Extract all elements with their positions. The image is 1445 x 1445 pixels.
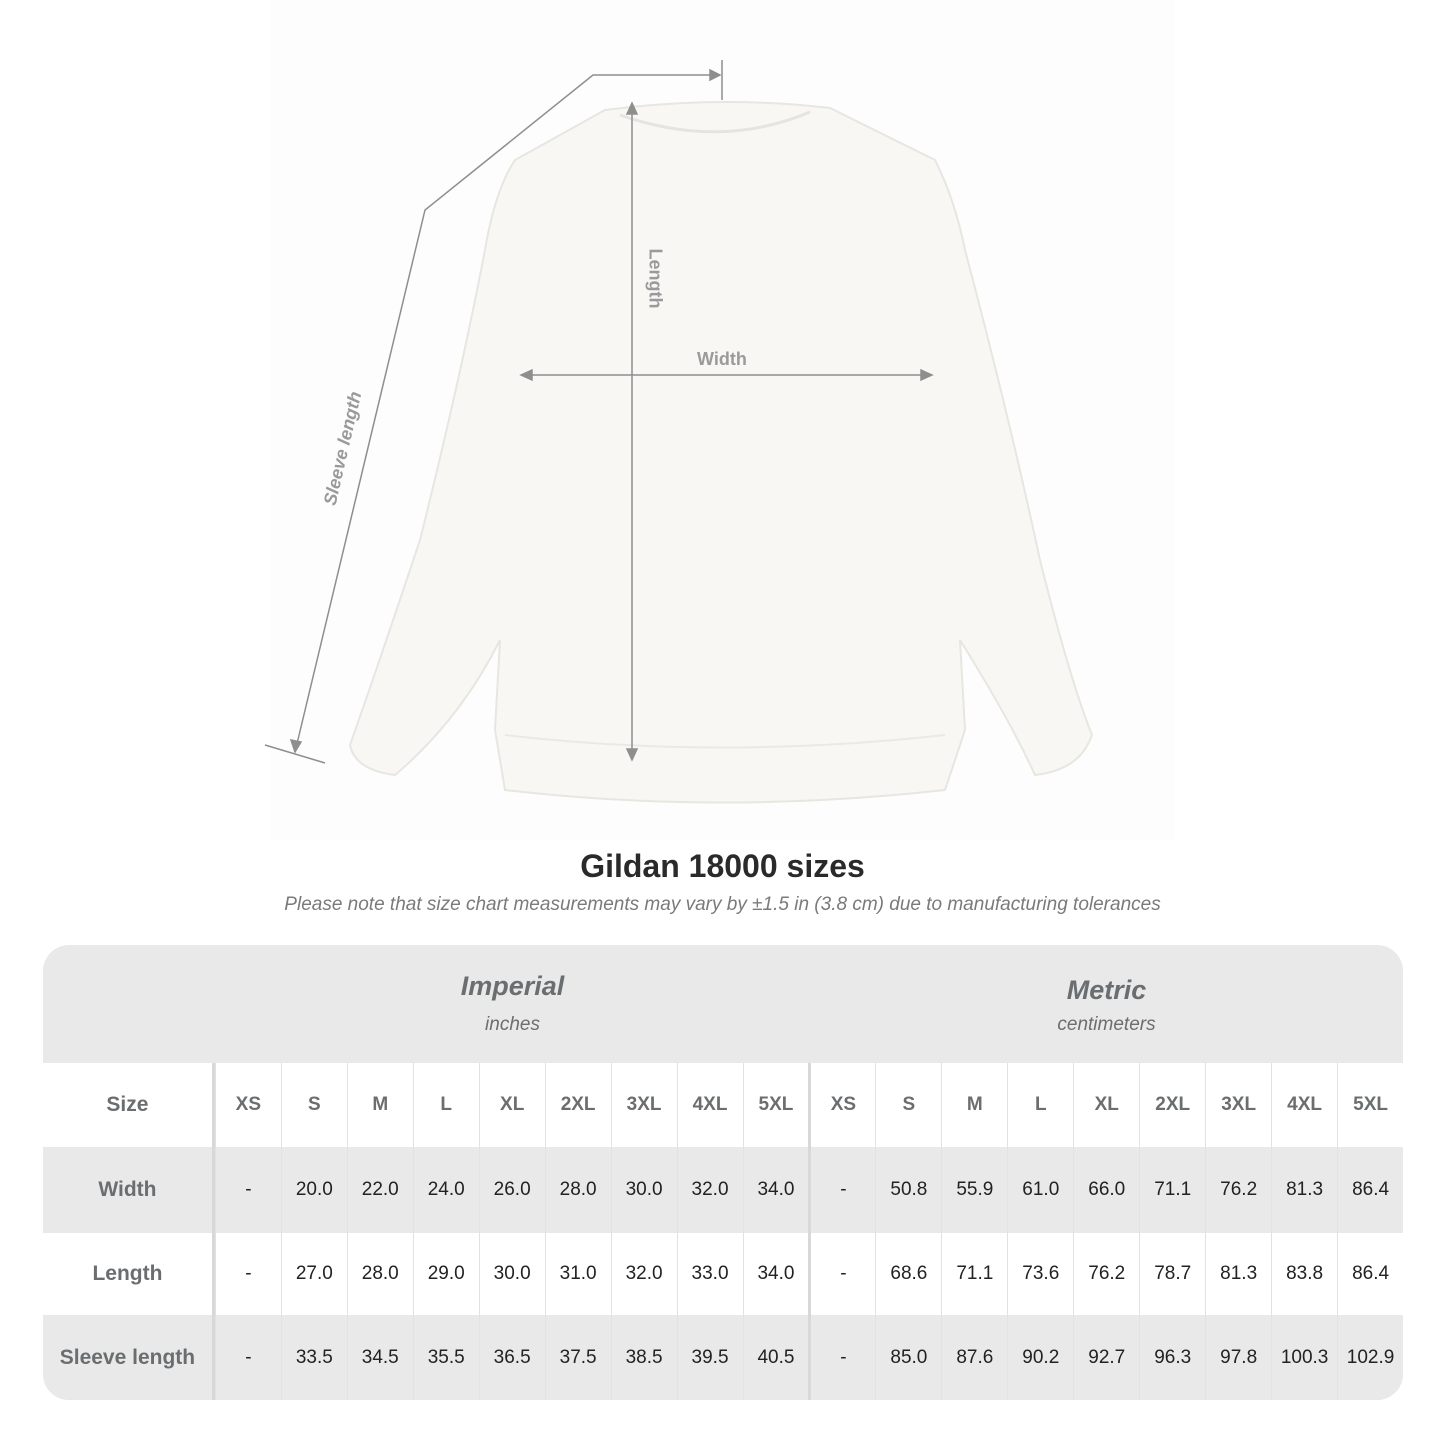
value-cell: 28.0 [544, 1147, 611, 1233]
length-label: Length [645, 248, 666, 309]
size-header-cell: 2XL [544, 1063, 611, 1147]
imperial-header: Imperial inches [215, 945, 810, 1063]
sleeve-length-line [294, 74, 720, 753]
value-cell: 92.7 [1073, 1315, 1139, 1400]
size-header-cell: 4XL [676, 1063, 743, 1147]
size-table: Imperial inches Metric centimeters Size X… [43, 945, 1403, 1400]
sleeve-end-tick [264, 744, 326, 764]
size-header-cell: XS [214, 1063, 281, 1147]
size-header-cell: S [875, 1063, 941, 1147]
table-row: Sleeve length -33.5 34.5 35.5 36.5 37.5 38.5 39… [43, 1315, 1403, 1400]
value-cell: 55.9 [941, 1147, 1007, 1233]
value-cell: 28.0 [346, 1233, 413, 1315]
size-header-cell: 2XL [1139, 1063, 1205, 1147]
value-cell: 32.0 [610, 1233, 677, 1315]
size-header-cell: M [941, 1063, 1007, 1147]
value-cell: 100.3 [1271, 1315, 1337, 1400]
value-cell: 27.0 [280, 1233, 347, 1315]
value-cell: 71.1 [941, 1233, 1007, 1315]
value-cell: 71.1 [1139, 1147, 1205, 1233]
value-cell: 36.5 [478, 1315, 545, 1400]
imperial-title: Imperial [460, 971, 565, 1001]
value-cell: 50.8 [875, 1147, 941, 1233]
size-header-cell: XS [808, 1063, 875, 1147]
value-cell: 38.5 [610, 1315, 677, 1400]
size-header-cell: S [280, 1063, 347, 1147]
value-cell: 78.7 [1139, 1233, 1205, 1315]
value-cell: - [808, 1315, 875, 1400]
value-cell: 22.0 [346, 1147, 413, 1233]
value-cell: 76.2 [1073, 1233, 1139, 1315]
size-header-cell: XL [1073, 1063, 1139, 1147]
value-cell: 33.0 [676, 1233, 743, 1315]
chart-title: Gildan 18000 sizes [580, 848, 865, 884]
value-cell: 76.2 [1205, 1147, 1271, 1233]
value-cell: - [214, 1233, 281, 1315]
value-cell: 34.5 [346, 1315, 413, 1400]
value-cell: 97.8 [1205, 1315, 1271, 1400]
measurement-lines [264, 60, 934, 764]
value-cell: 24.0 [412, 1147, 479, 1233]
size-header-cell: 5XL [742, 1063, 809, 1147]
table-row: Length -27.0 28.0 29.0 30.0 31.0 32.0 33.0 34.0-… [43, 1233, 1403, 1315]
size-header-row: Size XS S M L XL 2XL 3XL 4XL 5XL XS S M L XL 2XL 3XL 4XL 5… [43, 1063, 1403, 1147]
value-cell: 30.0 [478, 1233, 545, 1315]
size-header-cell: M [346, 1063, 413, 1147]
value-cell: 73.6 [1007, 1233, 1073, 1315]
value-cell: 34.0 [742, 1233, 809, 1315]
table-row: Width -20.0 22.0 24.0 26.0 28.0 30.0 32.0 34.0-5… [43, 1147, 1403, 1233]
value-cell: - [214, 1315, 281, 1400]
value-cell: 102.9 [1337, 1315, 1403, 1400]
value-cell: 34.0 [742, 1147, 809, 1233]
value-cell: 39.5 [676, 1315, 743, 1400]
metric-title: Metric [1066, 975, 1147, 1005]
row-label: Width [43, 1147, 215, 1233]
sweatshirt-diagram [264, 60, 1094, 804]
value-cell: - [214, 1147, 281, 1233]
value-cell: 20.0 [280, 1147, 347, 1233]
value-cell: 33.5 [280, 1315, 347, 1400]
value-cell: 29.0 [412, 1233, 479, 1315]
value-cell: 90.2 [1007, 1315, 1073, 1400]
tolerance-note: Please note that size chart measurements… [284, 894, 1161, 915]
size-header-cell: 3XL [1205, 1063, 1271, 1147]
value-cell: 61.0 [1007, 1147, 1073, 1233]
row-label: Length [43, 1233, 215, 1315]
row-label: Sleeve length [43, 1315, 215, 1400]
value-cell: 31.0 [544, 1233, 611, 1315]
size-header-cell: 3XL [610, 1063, 677, 1147]
imperial-unit: inches [485, 1014, 540, 1035]
metric-header: Metric centimeters [810, 945, 1403, 1063]
size-header-cell: L [1007, 1063, 1073, 1147]
value-cell: 85.0 [875, 1315, 941, 1400]
value-cell: 68.6 [875, 1233, 941, 1315]
value-cell: 83.8 [1271, 1233, 1337, 1315]
value-cell: 32.0 [676, 1147, 743, 1233]
size-header-cell: XL [478, 1063, 545, 1147]
value-cell: 35.5 [412, 1315, 479, 1400]
size-header-cell: L [412, 1063, 479, 1147]
row-label: Size [43, 1063, 215, 1147]
metric-unit: centimeters [1057, 1014, 1156, 1035]
value-cell: 96.3 [1139, 1315, 1205, 1400]
size-header-cell: 4XL [1271, 1063, 1337, 1147]
value-cell: 40.5 [742, 1315, 809, 1400]
value-cell: 81.3 [1205, 1233, 1271, 1315]
value-cell: 37.5 [544, 1315, 611, 1400]
value-cell: 26.0 [478, 1147, 545, 1233]
sweatshirt-image [348, 100, 1094, 804]
size-header-cell: 5XL [1337, 1063, 1403, 1147]
value-cell: 86.4 [1337, 1233, 1403, 1315]
value-cell: 30.0 [610, 1147, 677, 1233]
value-cell: 86.4 [1337, 1147, 1403, 1233]
value-cell: - [808, 1147, 875, 1233]
value-cell: 66.0 [1073, 1147, 1139, 1233]
value-cell: - [808, 1233, 875, 1315]
width-label: Width [697, 349, 747, 369]
value-cell: 87.6 [941, 1315, 1007, 1400]
value-cell: 81.3 [1271, 1147, 1337, 1233]
